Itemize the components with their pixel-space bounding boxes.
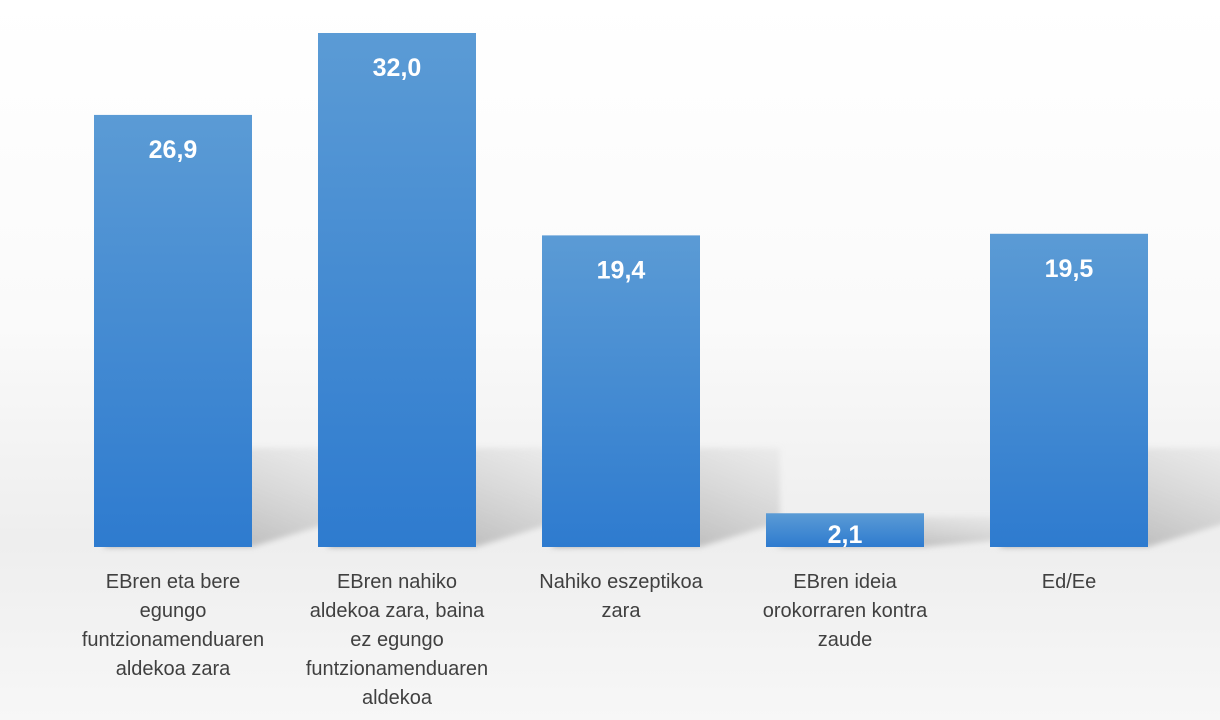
bar-2 [318,33,476,547]
value-label-1: 26,9 [149,136,198,164]
category-label-line: ez egungo [350,629,443,651]
value-label-3: 19,4 [597,256,646,284]
value-labels: 26,9 32,0 19,4 2,1 19,5 [149,54,1094,549]
category-label-line: zaude [818,629,873,651]
category-label-line: aldekoa [362,687,433,709]
category-label-2: EBren nahiko aldekoa zara, baina ez egungo… [306,571,488,709]
value-label-5: 19,5 [1045,255,1094,283]
category-label-line: EBren ideia [793,571,897,593]
category-label-line: EBren eta bere [106,571,241,593]
category-label-line: aldekoa zara, baina [310,600,485,622]
category-label-line: aldekoa zara [116,658,231,680]
category-label-line: orokorraren kontra [763,600,928,622]
category-label-5: Ed/Ee [1042,571,1096,593]
category-label-line: Nahiko eszeptikoa [539,571,703,593]
bar-4 [766,513,924,547]
category-label-line: funtzionamenduaren [306,658,488,680]
value-label-2: 32,0 [373,54,422,82]
bar-3 [542,235,700,547]
value-label-4: 2,1 [828,521,863,549]
category-label-3: Nahiko eszeptikoa zara [539,571,703,622]
bar-5 [990,233,1148,547]
category-label-4: EBren ideia orokorraren kontra zaude [763,571,928,651]
category-label-line: egungo [140,600,207,622]
category-label-line: funtzionamenduaren [82,629,264,651]
bars [94,33,1148,547]
category-label-line: EBren nahiko [337,571,457,593]
category-label-line: zara [602,600,642,622]
bar-1 [94,114,252,547]
category-label-line: Ed/Ee [1042,571,1096,593]
category-label-1: EBren eta bere egungo funtzionamenduaren al… [82,571,264,680]
category-labels: EBren eta bere egungo funtzionamenduaren al… [82,571,1096,709]
